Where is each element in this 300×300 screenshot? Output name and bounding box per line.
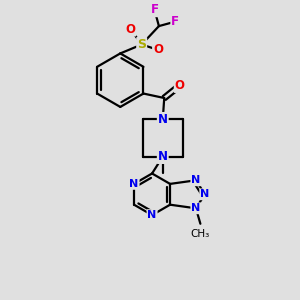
Text: O: O [125, 22, 135, 36]
Text: O: O [175, 79, 185, 92]
Text: N: N [191, 175, 201, 185]
Text: N: N [158, 113, 168, 126]
Text: CH₃: CH₃ [191, 229, 210, 239]
Text: N: N [147, 210, 157, 220]
Text: S: S [137, 38, 146, 51]
Text: N: N [191, 203, 201, 213]
Text: F: F [171, 15, 179, 28]
Text: F: F [151, 3, 158, 16]
Text: O: O [153, 44, 163, 56]
Text: N: N [158, 150, 168, 163]
Text: N: N [129, 179, 139, 189]
Text: N: N [200, 189, 209, 199]
